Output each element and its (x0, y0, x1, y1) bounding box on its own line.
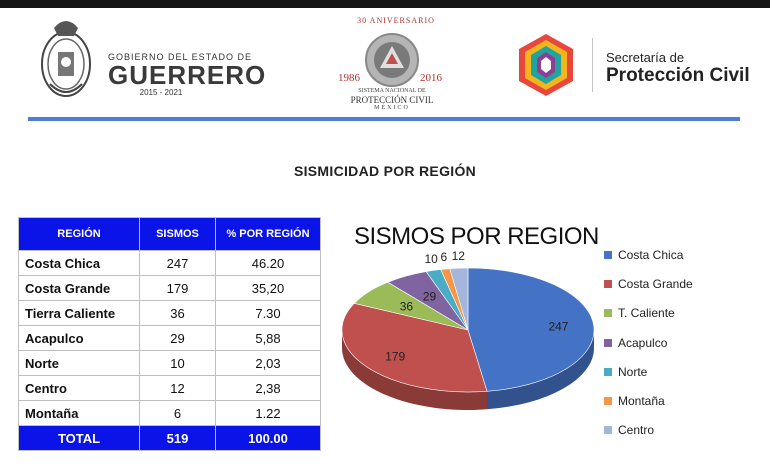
guerrero-coat-of-arms-icon (41, 21, 91, 97)
sec-line2: Protección Civil (606, 65, 750, 86)
legend-label: Centro (618, 423, 655, 438)
table-header-region: REGIÓN (18, 217, 140, 251)
page-title: SISMICIDAD POR REGIÓN (293, 163, 477, 179)
pie-slice (467, 267, 595, 392)
anniversary-system: SISTEMA NACIONAL DE (358, 88, 426, 94)
pie-slice-side (342, 330, 487, 410)
header-banner: GOBIERNO DEL ESTADO DE GUERRERO 2015 - 2… (0, 8, 770, 118)
cell-percent: 7.30 (215, 300, 321, 326)
cell-percent: 2,03 (215, 350, 321, 376)
gov-line2: GUERRERO (108, 60, 267, 90)
total-percent: 100.00 (215, 425, 321, 451)
logo-separator (592, 38, 593, 92)
pie-data-label: 10 (424, 252, 438, 266)
pie-data-label: 179 (385, 350, 405, 364)
table-row: Montaña 6 1.22 (18, 400, 321, 426)
anniversary-country: MÉXICO (374, 105, 410, 111)
pie-data-label: 29 (423, 290, 437, 304)
legend-label: Costa Chica (618, 247, 684, 262)
table-total-row: TOTAL 519 100.00 (18, 425, 321, 451)
table-row: Centro 12 2,38 (18, 375, 321, 401)
legend-item: Norte (604, 357, 693, 386)
legend-swatch (604, 426, 612, 435)
top-bar (0, 0, 770, 8)
proteccion-civil-logo-icon (519, 34, 573, 96)
cell-sismos: 247 (139, 250, 216, 276)
table-header-row: REGIÓN SISMOS % POR REGIÓN (18, 217, 321, 251)
gov-line1: GOBIERNO DEL ESTADO DE (108, 52, 253, 62)
legend-swatch (604, 397, 612, 406)
legend-swatch (604, 309, 612, 318)
legend-label: Norte (618, 364, 648, 379)
legend-item: Costa Chica (604, 240, 693, 269)
pie-slice (341, 302, 488, 393)
table-row: Tierra Caliente 36 7.30 (18, 300, 321, 326)
total-sismos: 519 (139, 425, 216, 451)
legend-item: Costa Grande (604, 269, 693, 298)
legend-label: T. Caliente (618, 306, 675, 321)
proteccion-civil-logo-text: Secretaría de Protección Civil (606, 50, 750, 87)
pie-slice (449, 267, 469, 331)
table-row: Acapulco 29 5,88 (18, 325, 321, 351)
cell-region: Tierra Caliente (18, 300, 140, 326)
chart-legend: Costa Chica Costa Grande T. Caliente Acapul… (604, 240, 693, 445)
sismos-table: REGIÓN SISMOS % POR REGIÓN Costa Chica 2… (18, 217, 321, 451)
table-row: Costa Chica 247 46.20 (18, 250, 321, 276)
cell-region: Montaña (18, 400, 140, 426)
anniversary-pc: PROTECCIÓN CIVIL (350, 95, 434, 105)
legend-item: Centro (604, 416, 693, 445)
legend-item: T. Caliente (604, 299, 693, 328)
legend-label: Montaña (618, 394, 665, 409)
gov-years: 2015 - 2021 (139, 88, 183, 97)
sec-line1: Secretaría de (606, 50, 685, 65)
legend-swatch (604, 279, 612, 288)
table-header-percent: % POR REGIÓN (215, 217, 321, 251)
anniversary-year-start: 1986 (338, 72, 360, 84)
anniversary-logo-icon (365, 33, 419, 87)
chart-title: SISMOS POR REGION (354, 223, 599, 250)
header-divider (28, 117, 740, 121)
legend-label: Acapulco (618, 335, 668, 350)
legend-label: Costa Grande (618, 276, 693, 291)
pie-data-label: 247 (548, 320, 568, 334)
cell-percent: 2,38 (215, 375, 321, 401)
pie-slice-side (486, 330, 594, 410)
legend-swatch (604, 338, 612, 347)
total-label: TOTAL (18, 425, 140, 451)
cell-percent: 35,20 (215, 275, 321, 301)
legend-swatch (604, 250, 612, 259)
table-row: Costa Grande 179 35,20 (18, 275, 321, 301)
cell-region: Costa Chica (18, 250, 140, 276)
legend-swatch (604, 367, 612, 376)
pie-data-label: 6 (440, 250, 447, 264)
legend-item: Acapulco (604, 328, 693, 357)
pie-data-label: 36 (400, 299, 414, 313)
cell-region: Centro (18, 375, 140, 401)
anniversary-label: 30 ANIVERSARIO (357, 16, 435, 25)
cell-sismos: 36 (139, 300, 216, 326)
guerrero-logo-text: GOBIERNO DEL ESTADO DE GUERRERO 2015 - 2… (108, 52, 266, 97)
legend-item: Montaña (604, 386, 693, 415)
pie-data-label: 12 (452, 249, 466, 263)
anniversary-year-end: 2016 (420, 72, 442, 84)
